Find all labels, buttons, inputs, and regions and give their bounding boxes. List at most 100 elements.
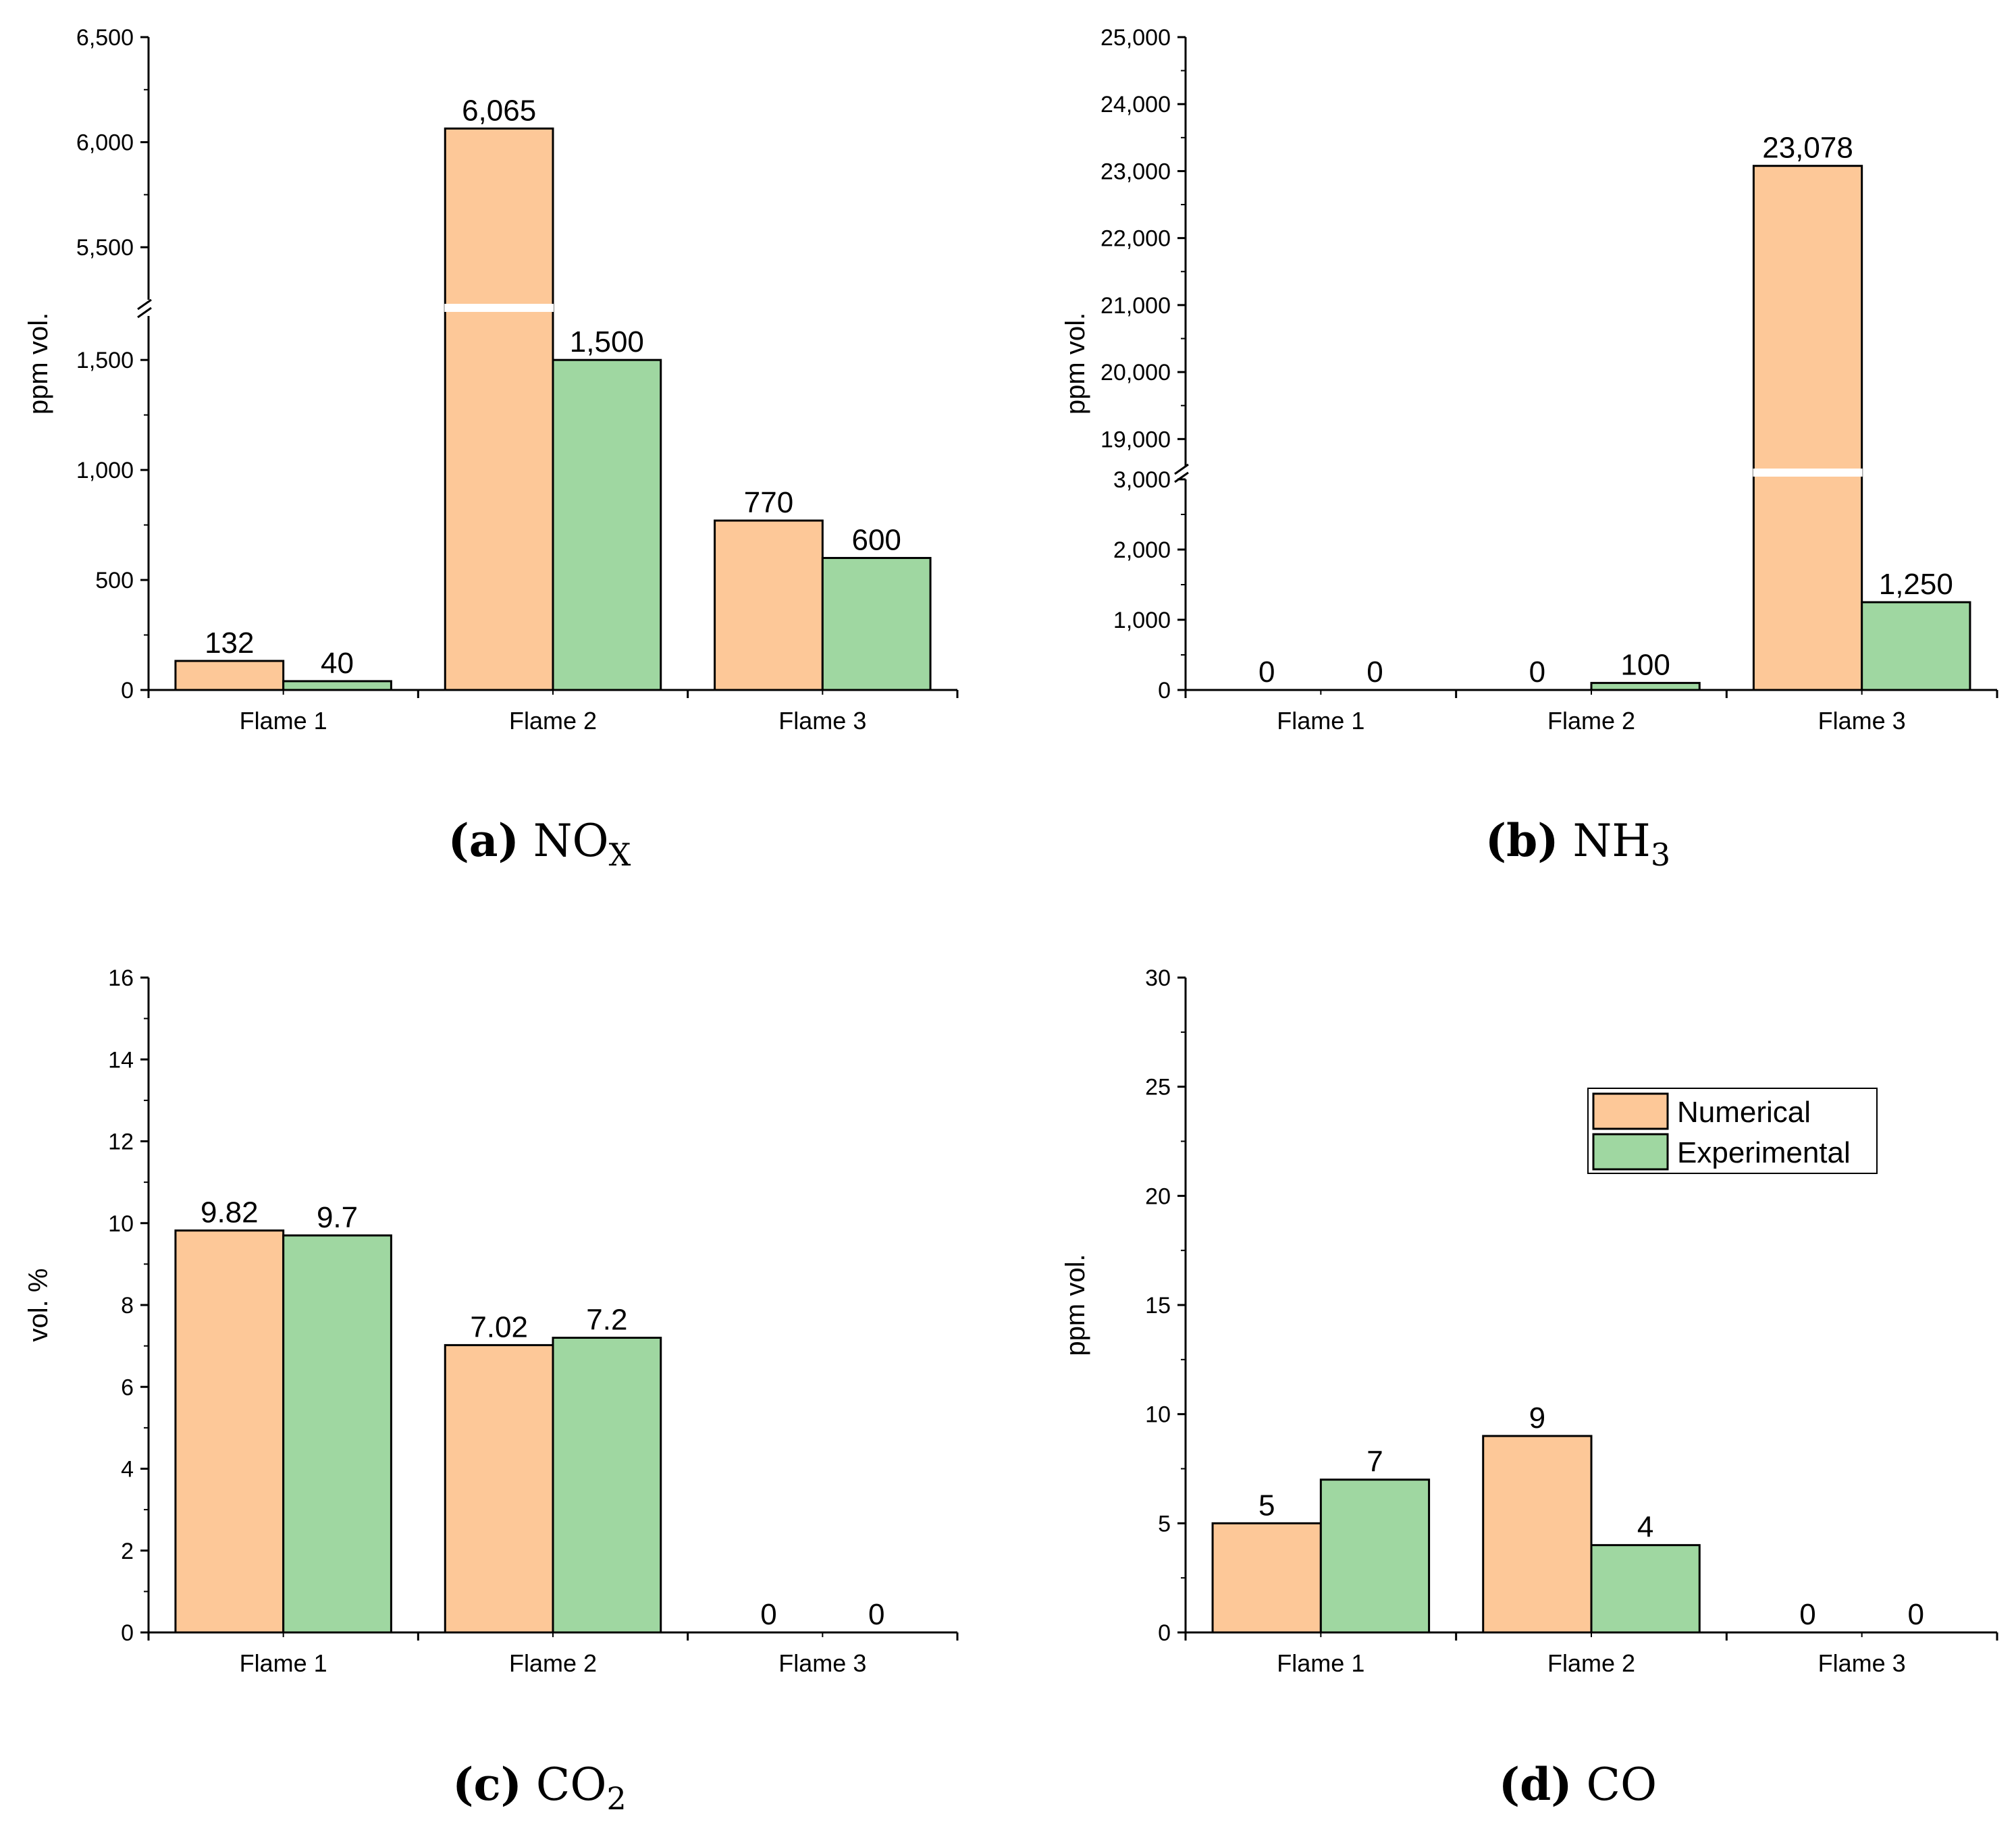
legend-label-numerical: Numerical	[1677, 1096, 1811, 1129]
x-category-label-c-1: Flame 1	[240, 1649, 327, 1677]
bar-label-b-experimental-2: 100	[1620, 649, 1670, 682]
y-tick-label-a: 1,500	[76, 348, 134, 373]
x-category-label-a-2: Flame 2	[509, 707, 597, 735]
bar-label-c-numerical-2: 7.02	[470, 1310, 528, 1343]
caption-species-b: NH	[1559, 815, 1651, 867]
y-tick-label-b: 25,000	[1100, 25, 1171, 51]
bar-label-a-numerical-3: 770	[744, 486, 793, 519]
x-category-label-d-2: Flame 2	[1547, 1649, 1635, 1677]
bar-label-c-numerical-3: 0	[760, 1598, 776, 1631]
bar-label-a-experimental-1: 40	[321, 647, 354, 680]
axis-break-mark-a	[137, 298, 152, 311]
bar-label-d-experimental-1: 7	[1367, 1445, 1383, 1479]
y-tick-label-b: 20,000	[1100, 360, 1171, 385]
caption-subscript-b: 3	[1651, 836, 1670, 873]
bar-label-c-experimental-2: 7.2	[586, 1304, 627, 1337]
bar-label-d-numerical-3: 0	[1799, 1598, 1815, 1631]
bar-label-b-numerical-2: 0	[1529, 656, 1545, 689]
x-category-label-b-3: Flame 3	[1818, 707, 1906, 735]
y-tick-label-b: 3,000	[1113, 467, 1171, 493]
y-tick-label-b: 19,000	[1100, 427, 1171, 452]
y-tick-label-b: 22,000	[1100, 226, 1171, 252]
panel-c: 9.82 7.02 0 9.7 7.2 0 0 2 4 6 8 10 12 14 16 Flame 1 Flam…	[24, 965, 959, 1817]
y-tick-label-c: 8	[121, 1293, 134, 1319]
bar-label-d-numerical-2: 9	[1529, 1402, 1545, 1435]
y-tick-label-c: 6	[121, 1375, 134, 1400]
bar-label-a-numerical-2: 6,065	[462, 94, 536, 127]
bar-b-experimental-2	[1590, 682, 1701, 691]
panel-d: 5 9 0 7 4 0 0 5 10 15 20 25 30 Flame 1 Flame 2 Flame 3 p…	[1061, 965, 1998, 1811]
bar-d-numerical-2	[1482, 1435, 1593, 1634]
y-tick-label-a: 0	[121, 678, 134, 703]
bar-a-experimental-3	[821, 556, 932, 691]
caption-d: (d) CO	[1499, 1758, 1657, 1811]
bar-label-a-experimental-3: 600	[851, 523, 901, 556]
bar-a-numerical-3	[714, 519, 824, 691]
y-tick-label-b: 2,000	[1113, 537, 1171, 563]
y-tick-label-b: 24,000	[1100, 92, 1171, 117]
bar-label-a-experimental-2: 1,500	[570, 325, 644, 358]
y-tick-label-c: 16	[108, 965, 134, 991]
axis-break-mark-a	[137, 307, 152, 319]
bar-label-d-numerical-1: 5	[1258, 1489, 1275, 1522]
x-category-label-a-3: Flame 3	[778, 707, 866, 735]
caption-species-d: CO	[1572, 1759, 1657, 1811]
bar-label-d-experimental-2: 4	[1637, 1511, 1653, 1544]
axis-break-mark-b	[1174, 471, 1189, 483]
bar-label-c-experimental-1: 9.7	[317, 1201, 358, 1234]
y-tick-label-d: 5	[1158, 1511, 1171, 1537]
bar-a-experimental-1	[282, 680, 392, 691]
y-tick-label-d: 0	[1158, 1620, 1171, 1646]
bar-a-numerical-2	[444, 127, 554, 691]
bar-label-b-numerical-1: 0	[1258, 656, 1275, 689]
bar-label-a-numerical-1: 132	[205, 627, 254, 660]
caption-species-a: NO	[519, 815, 609, 867]
y-tick-label-d: 30	[1145, 965, 1171, 991]
x-category-label-a-1: Flame 1	[240, 707, 327, 735]
x-category-label-b-1: Flame 1	[1277, 707, 1364, 735]
bar-label-b-experimental-1: 0	[1367, 656, 1383, 689]
y-tick-label-d: 10	[1145, 1402, 1171, 1428]
y-tick-label-c: 14	[108, 1047, 134, 1073]
y-axis-title-c: vol. %	[24, 1269, 53, 1342]
y-tick-label-c: 12	[108, 1129, 134, 1155]
y-tick-label-d: 20	[1145, 1183, 1171, 1209]
bar-d-numerical-1	[1211, 1522, 1322, 1634]
axis-break-mark-b	[1174, 463, 1189, 475]
bar-label-b-experimental-3: 1,250	[1879, 568, 1953, 601]
caption-c: (c) CO2	[452, 1758, 627, 1817]
caption-subscript-a: X	[609, 836, 631, 873]
y-axis-title-b: ppm vol.	[1061, 313, 1090, 415]
bar-c-numerical-1	[174, 1229, 285, 1634]
y-tick-label-a: 1,000	[76, 458, 134, 483]
legend-swatch-numerical	[1592, 1092, 1669, 1130]
x-category-label-c-3: Flame 3	[778, 1649, 866, 1677]
y-tick-label-d: 15	[1145, 1293, 1171, 1319]
caption-letter-a: (a)	[448, 814, 519, 867]
y-axis-title-a: ppm vol.	[24, 313, 53, 415]
y-tick-label-a: 5,500	[76, 235, 134, 261]
caption-letter-d: (d)	[1499, 1758, 1572, 1811]
bar-a-numerical-1	[174, 660, 285, 691]
caption-a: (a) NOX	[448, 814, 631, 873]
y-tick-label-c: 10	[108, 1211, 134, 1237]
bar-a-experimental-2	[552, 358, 662, 691]
x-category-label-b-2: Flame 2	[1547, 707, 1635, 735]
y-tick-label-a: 6,500	[76, 25, 134, 51]
caption-b: (b) NH3	[1485, 814, 1670, 873]
caption-species-c: CO	[522, 1759, 607, 1811]
x-category-label-d-1: Flame 1	[1277, 1649, 1364, 1677]
y-tick-label-c: 2	[121, 1539, 134, 1564]
bar-b-numerical-3	[1752, 165, 1863, 691]
panel-a: 132 6,065 770 40 1,500 600 0 500 1,000 1,500 5,500…	[24, 25, 959, 873]
x-category-label-c-2: Flame 2	[509, 1649, 597, 1677]
axis-break-gap-b	[1753, 469, 1863, 477]
y-tick-label-b: 0	[1158, 678, 1171, 703]
bar-d-experimental-2	[1590, 1544, 1701, 1634]
y-tick-label-c: 0	[121, 1620, 134, 1646]
caption-letter-b: (b)	[1485, 814, 1559, 867]
y-tick-label-d: 25	[1145, 1075, 1171, 1100]
bar-label-c-experimental-3: 0	[868, 1598, 884, 1631]
